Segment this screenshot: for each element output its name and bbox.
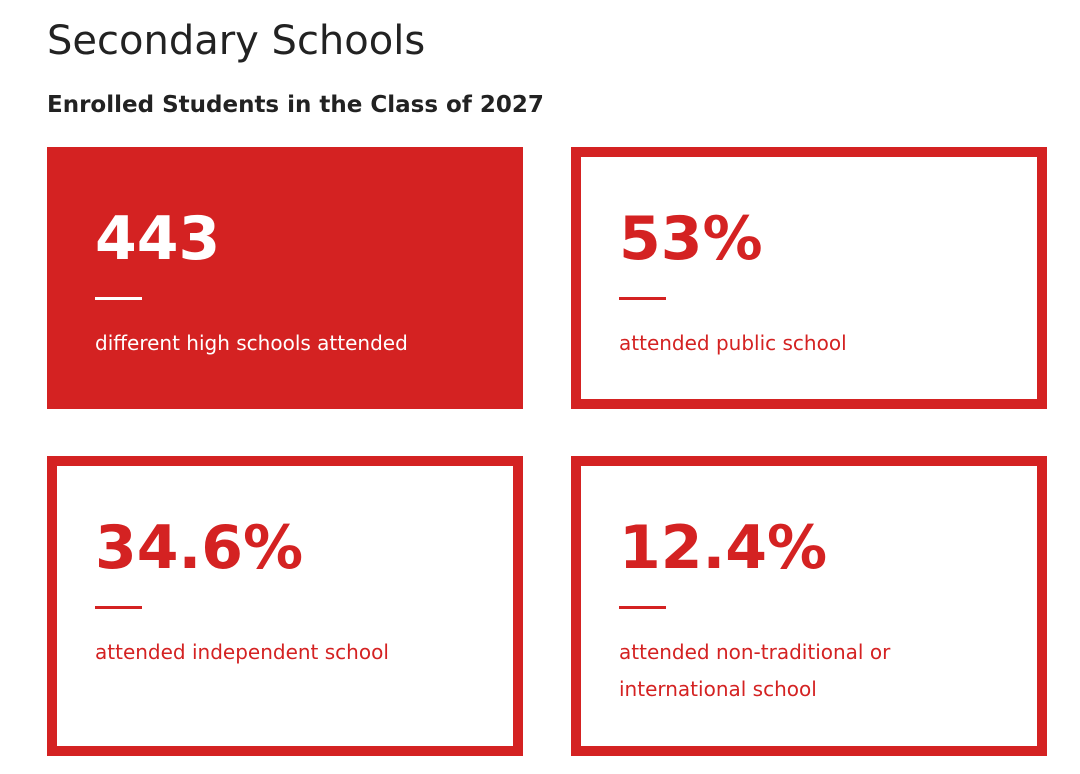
divider <box>619 297 666 300</box>
stat-value: 12.4% <box>619 513 828 583</box>
stat-label: different high schools attended <box>95 331 408 355</box>
stat-value: 53% <box>619 204 763 274</box>
stat-label: attended independent school <box>95 640 389 664</box>
stat-card-public: 53% attended public school <box>571 147 1047 409</box>
divider <box>95 297 142 300</box>
stat-card-high-schools: 443 different high schools attended <box>47 147 523 409</box>
page-title: Secondary Schools <box>47 18 426 64</box>
divider <box>619 606 666 609</box>
stat-label: attended public school <box>619 331 847 355</box>
stat-value: 443 <box>95 204 221 274</box>
stat-label: attended non-traditional or internationa… <box>619 640 891 701</box>
stat-card-non-traditional: 12.4% attended non-traditional or intern… <box>571 456 1047 756</box>
section-subtitle: Enrolled Students in the Class of 2027 <box>47 92 544 118</box>
divider <box>95 606 142 609</box>
stat-card-independent: 34.6% attended independent school <box>47 456 523 756</box>
stat-value: 34.6% <box>95 513 304 583</box>
